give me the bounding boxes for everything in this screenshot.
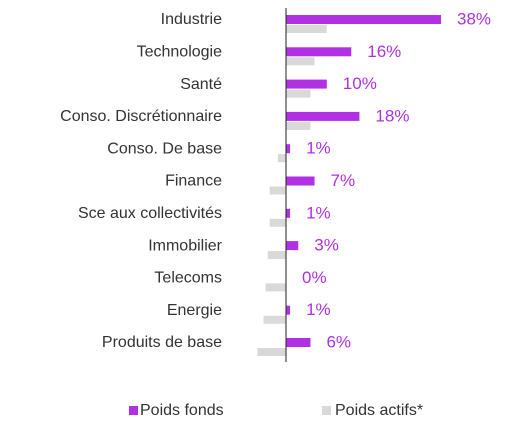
bar [277, 154, 286, 163]
category-label: Technologie [137, 44, 223, 61]
category-label: Conso. Discrétionnaire [60, 108, 222, 125]
bar [286, 25, 327, 33]
category-label: Immobilier [148, 237, 222, 254]
legend-label: Poids fonds [140, 402, 224, 419]
bar [286, 208, 291, 218]
category-label: Telecoms [154, 270, 222, 287]
data-label: 1% [306, 203, 331, 222]
bar [286, 338, 311, 347]
data-label: 7% [331, 171, 356, 190]
category-label: Santé [180, 76, 222, 93]
bar [269, 186, 286, 195]
bar [286, 47, 352, 57]
bar [286, 89, 311, 98]
bar [263, 315, 286, 324]
bar [286, 79, 327, 89]
data-label: 1% [306, 300, 331, 319]
bar [265, 283, 286, 292]
data-label: 3% [314, 236, 339, 255]
category-label: Conso. De base [107, 140, 222, 157]
data-label: 1% [306, 139, 331, 158]
data-label: 16% [367, 42, 401, 61]
bar [286, 144, 291, 154]
bar [269, 218, 286, 227]
category-label: Produits de base [102, 334, 222, 351]
bar [286, 57, 315, 66]
category-label: Sce aux collectivités [78, 205, 222, 222]
bar [286, 305, 291, 315]
category-label: Energie [167, 302, 222, 319]
bar [286, 121, 311, 130]
legend-swatch [322, 406, 331, 415]
data-label: 0% [302, 268, 327, 287]
category-label: Finance [165, 173, 222, 190]
legend-swatch [129, 406, 138, 415]
bar [286, 111, 360, 121]
bar [267, 251, 286, 260]
bar [286, 176, 315, 186]
bar [257, 348, 286, 356]
legend-label: Poids actifs* [335, 402, 423, 419]
bar [286, 241, 299, 251]
data-label: 10% [343, 74, 377, 93]
category-label: Industrie [161, 11, 222, 28]
data-label: 18% [375, 106, 409, 125]
data-label: 6% [326, 332, 351, 351]
data-label: 38% [457, 9, 491, 28]
bar [286, 15, 441, 24]
